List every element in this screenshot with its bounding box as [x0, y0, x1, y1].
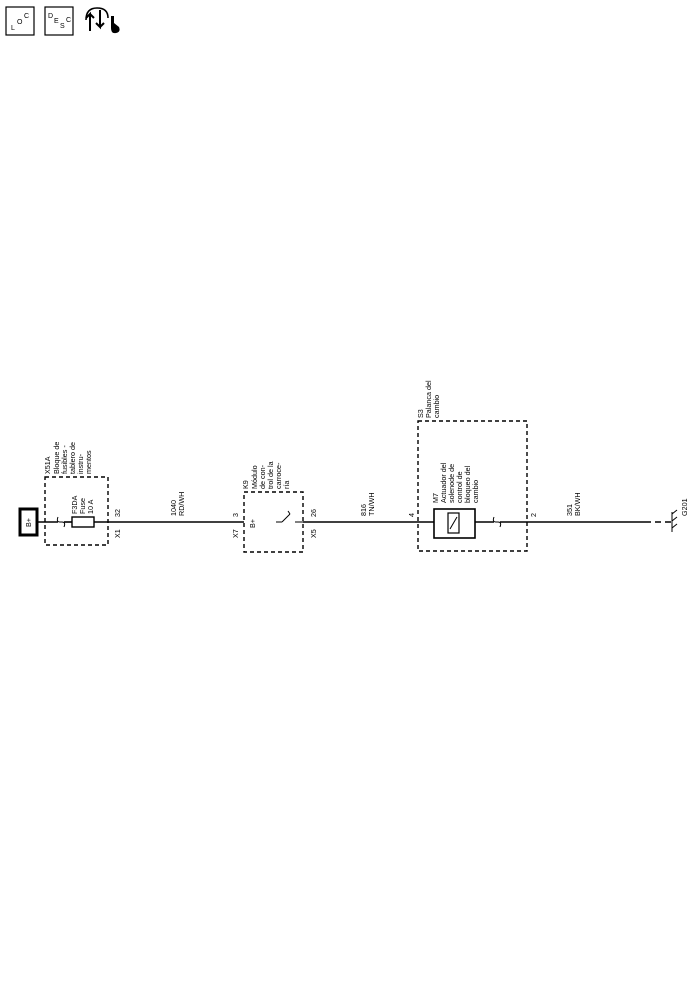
body-control-module-k9: K9 Módulo de con- trol de la carroce- rí… — [241, 461, 304, 553]
wire-351-color: BK/WH — [573, 492, 582, 516]
svg-text:mentos: mentos — [84, 450, 93, 474]
svg-text:10 A: 10 A — [86, 499, 95, 514]
pin-4-label: 4 — [407, 513, 416, 517]
svg-text:Palanca del: Palanca del — [424, 380, 433, 418]
connector-x5-label: X5 — [309, 529, 318, 538]
battery-positive-source: B+ — [18, 507, 39, 537]
fuse-block-x51a: X51A Bloque de fusibles - tablero de ins… — [43, 442, 109, 546]
pin-2-label: 2 — [529, 513, 538, 517]
description-icon[interactable]: D E S C — [44, 6, 74, 36]
svg-text:C: C — [24, 13, 29, 20]
svg-text:de con-: de con- — [258, 464, 267, 489]
svg-text:E: E — [54, 18, 59, 25]
svg-text:K9: K9 — [241, 480, 250, 489]
shift-lever-s3: S3 Palanca del cambio — [416, 380, 528, 552]
svg-text:trol de la: trol de la — [266, 461, 275, 489]
ground-g201-label: G201 — [680, 498, 689, 516]
svg-text:F3DA: F3DA — [70, 495, 79, 514]
svg-text:X51A: X51A — [43, 456, 52, 474]
svg-text:Módulo: Módulo — [250, 465, 259, 489]
svg-text:D: D — [48, 13, 53, 20]
pin-3-label: 3 — [231, 513, 240, 517]
svg-text:M7: M7 — [431, 493, 440, 503]
pin-32-label: 32 — [113, 509, 122, 517]
ground-symbol — [671, 509, 678, 532]
svg-text:Fuse: Fuse — [78, 498, 87, 514]
wire-351-circuit: 351 — [565, 504, 574, 516]
svg-text:bloqueo del: bloqueo del — [463, 465, 472, 503]
svg-text:O: O — [17, 19, 23, 26]
svg-text:cambio: cambio — [471, 480, 480, 503]
svg-text:B+: B+ — [24, 518, 33, 527]
fuse-f3da: F3DA Fuse 10 A — [70, 495, 95, 528]
location-icon[interactable]: L O C — [5, 6, 35, 36]
wire-816-color: TN/WH — [367, 492, 376, 516]
wire-816-circuit: 816 — [359, 504, 368, 516]
pin-26-label: 26 — [309, 509, 318, 517]
svg-text:Actuador del: Actuador del — [439, 462, 448, 503]
svg-text:Bloque de: Bloque de — [52, 442, 61, 474]
wire-1040-circuit: 1040 — [169, 500, 178, 516]
splice-symbol-2 — [492, 516, 502, 528]
svg-text:S3: S3 — [416, 409, 425, 418]
shift-lock-solenoid-m7: M7 Actuador del solenode de control de b… — [431, 462, 480, 539]
svg-text:L: L — [11, 25, 15, 32]
svg-text:tablero de: tablero de — [68, 442, 77, 474]
svg-text:S: S — [60, 23, 65, 30]
svg-text:solenode de: solenode de — [447, 464, 456, 503]
svg-text:control de: control de — [455, 471, 464, 503]
svg-text:cambio: cambio — [432, 395, 441, 418]
svg-text:fusibles -: fusibles - — [60, 445, 69, 474]
svg-text:carroce-: carroce- — [274, 462, 283, 489]
splice-symbol — [56, 516, 66, 528]
svg-text:B+: B+ — [248, 519, 257, 528]
wire-1040-color: RD/WH — [177, 492, 186, 516]
svg-text:ría: ría — [282, 481, 291, 489]
service-arrows-wrench-icon[interactable] — [85, 7, 120, 34]
connector-x1-label: X1 — [113, 529, 122, 538]
svg-text:C: C — [66, 17, 71, 24]
svg-text:instru-: instru- — [76, 453, 85, 474]
connector-x7-label: X7 — [231, 529, 240, 538]
